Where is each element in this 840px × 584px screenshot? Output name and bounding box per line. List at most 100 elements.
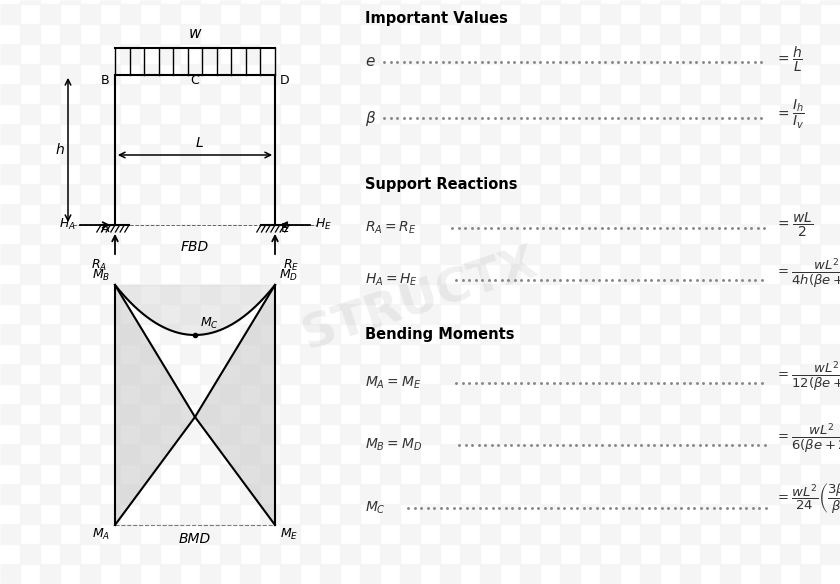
Bar <box>780 224 800 244</box>
Text: $=\dfrac{h}{L}$: $=\dfrac{h}{L}$ <box>775 44 803 74</box>
Bar <box>40 404 60 424</box>
Bar <box>720 44 740 64</box>
Bar <box>420 424 440 444</box>
Bar <box>20 384 40 404</box>
Bar <box>580 504 600 524</box>
Bar <box>60 104 80 124</box>
Bar <box>380 344 400 364</box>
Bar <box>640 4 660 24</box>
Bar <box>780 24 800 44</box>
Bar <box>380 504 400 524</box>
Bar <box>440 524 460 544</box>
Text: $M_B = M_D$: $M_B = M_D$ <box>365 437 422 453</box>
Bar <box>20 224 40 244</box>
Bar <box>80 284 100 304</box>
Bar <box>620 384 640 404</box>
Bar <box>440 204 460 224</box>
Bar <box>140 64 160 84</box>
Bar <box>80 44 100 64</box>
Bar <box>100 344 120 364</box>
Bar <box>640 524 660 544</box>
Bar <box>780 264 800 284</box>
Bar <box>740 544 760 564</box>
Bar <box>760 284 780 304</box>
Bar <box>300 264 320 284</box>
Bar <box>260 344 280 364</box>
Bar <box>700 424 720 444</box>
Bar <box>500 544 520 564</box>
Bar <box>100 424 120 444</box>
Bar <box>820 0 840 4</box>
Bar <box>400 124 420 144</box>
Bar <box>820 464 840 484</box>
Bar <box>820 24 840 44</box>
Bar <box>500 0 520 4</box>
Bar <box>760 324 780 344</box>
Bar <box>320 44 340 64</box>
Bar <box>560 124 580 144</box>
Bar <box>680 524 700 544</box>
Bar <box>80 404 100 424</box>
Bar <box>640 484 660 504</box>
Bar <box>700 144 720 164</box>
Bar <box>20 144 40 164</box>
Bar <box>780 184 800 204</box>
Bar <box>520 404 540 424</box>
Bar <box>380 264 400 284</box>
Bar <box>80 564 100 584</box>
Bar <box>200 84 220 104</box>
Bar <box>380 304 400 324</box>
Bar <box>480 564 500 584</box>
Bar <box>640 44 660 64</box>
Bar <box>540 104 560 124</box>
Bar <box>140 144 160 164</box>
Bar <box>640 284 660 304</box>
Bar <box>340 0 360 4</box>
Bar <box>340 504 360 524</box>
Bar <box>280 524 300 544</box>
Bar <box>720 84 740 104</box>
Bar <box>260 184 280 204</box>
Bar <box>540 344 560 364</box>
Bar <box>100 64 120 84</box>
Bar <box>0 84 20 104</box>
Bar <box>580 544 600 564</box>
Bar <box>760 124 780 144</box>
Bar <box>660 224 680 244</box>
Bar <box>160 244 180 264</box>
Bar <box>20 344 40 364</box>
Bar <box>100 224 120 244</box>
Bar <box>720 484 740 504</box>
Bar <box>700 544 720 564</box>
Bar <box>720 404 740 424</box>
Bar <box>200 164 220 184</box>
Bar <box>480 324 500 344</box>
Bar <box>40 324 60 344</box>
Bar <box>40 444 60 464</box>
Bar <box>420 544 440 564</box>
Bar <box>280 84 300 104</box>
Bar <box>540 304 560 324</box>
Bar <box>240 564 260 584</box>
Bar <box>360 564 380 584</box>
Bar <box>500 184 520 204</box>
Bar <box>620 504 640 524</box>
Bar <box>120 124 140 144</box>
Bar <box>780 104 800 124</box>
Bar <box>220 424 240 444</box>
Text: $=\dfrac{wL}{2}$: $=\dfrac{wL}{2}$ <box>775 211 813 239</box>
Bar <box>140 304 160 324</box>
Text: Important Values: Important Values <box>365 11 508 26</box>
Bar <box>20 304 40 324</box>
Bar <box>480 524 500 544</box>
Bar <box>740 504 760 524</box>
Bar <box>420 504 440 524</box>
Text: $=\dfrac{wL^2}{4h(\beta e+2)}$: $=\dfrac{wL^2}{4h(\beta e+2)}$ <box>775 256 840 290</box>
Bar <box>360 244 380 264</box>
Bar <box>520 124 540 144</box>
Bar <box>700 264 720 284</box>
Bar <box>520 84 540 104</box>
Bar <box>740 384 760 404</box>
Bar <box>80 164 100 184</box>
Bar <box>660 264 680 284</box>
